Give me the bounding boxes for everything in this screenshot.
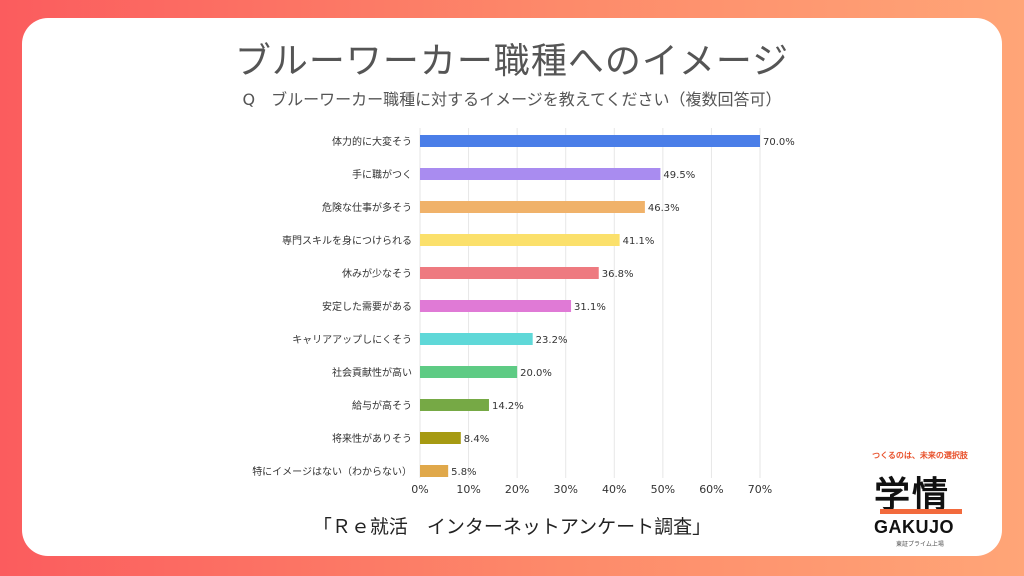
category-label: 休みが少なそう <box>342 267 412 280</box>
bar <box>420 465 449 477</box>
logo-subtext: 東証プライム上場 <box>896 541 944 548</box>
bar <box>420 168 661 180</box>
category-label: 特にイメージはない（わからない） <box>252 466 412 478</box>
value-label: 23.2% <box>536 335 568 346</box>
category-label: 手に職がつく <box>352 168 412 181</box>
x-tick-label: 50% <box>651 483 675 496</box>
survey-source: 「Ｒｅ就活 インターネットアンケート調査」 <box>312 516 712 538</box>
x-tick-label: 60% <box>699 483 723 496</box>
category-label: 安定した需要がある <box>322 300 412 313</box>
bar <box>420 135 760 147</box>
value-label: 20.0% <box>520 368 552 379</box>
bar-chart: 0% 10% 20% 30% 40% 50% 60% 70% 体力的に大変そう 70.0% 手に職が… <box>252 128 795 496</box>
category-label: 体力的に大変そう <box>332 135 412 148</box>
value-label: 31.1% <box>574 302 606 313</box>
value-label: 49.5% <box>663 170 695 181</box>
bar <box>420 399 489 411</box>
category-label: 給与が高そう <box>352 399 412 412</box>
card: ブルーワーカー職種へのイメージ Q ブルーワーカー職種に対するイメージを教えてく… <box>22 18 1002 556</box>
value-label: 70.0% <box>763 137 795 148</box>
chart-title: ブルーワーカー職種へのイメージ <box>234 41 790 82</box>
x-tick-label: 10% <box>456 483 480 496</box>
category-label: 将来性がありそう <box>332 432 412 445</box>
logo-name: GAKUJO <box>874 517 955 537</box>
question-subtitle: Q ブルーワーカー職種に対するイメージを教えてください（複数回答可） <box>242 90 782 109</box>
bar <box>420 201 645 213</box>
bar <box>420 432 461 444</box>
bar <box>420 300 572 312</box>
category-label: 社会貢献性が高い <box>332 366 412 379</box>
bar <box>420 267 599 279</box>
bar <box>420 234 620 246</box>
x-tick-label: 40% <box>602 483 626 496</box>
category-label: キャリアアップしにくそう <box>292 334 412 346</box>
x-tick-label: 70% <box>748 483 772 496</box>
x-tick-label: 20% <box>505 483 529 496</box>
category-label: 危険な仕事が多そう <box>322 201 412 214</box>
bar <box>420 333 533 345</box>
category-label: 専門スキルを身につけられる <box>282 234 412 247</box>
value-label: 8.4% <box>464 434 489 445</box>
value-label: 36.8% <box>602 269 634 280</box>
value-label: 5.8% <box>451 467 476 478</box>
value-label: 14.2% <box>492 401 524 412</box>
value-label: 46.3% <box>648 203 680 214</box>
x-tick-label: 30% <box>553 483 577 496</box>
bar <box>420 366 518 378</box>
x-tick-label: 0% <box>411 483 428 496</box>
value-label: 41.1% <box>623 236 655 247</box>
logo-accent-bar <box>880 509 962 514</box>
logo-tagline: つくるのは、未来の選択肢 <box>872 451 968 460</box>
